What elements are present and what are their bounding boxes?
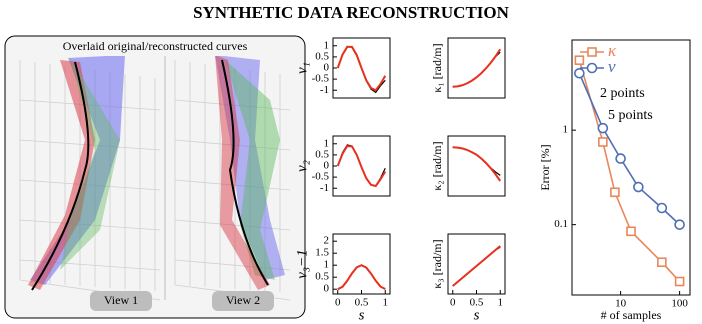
centerline-2: [221, 59, 269, 286]
marker: [615, 153, 626, 164]
y-tick-label: 1: [324, 137, 330, 149]
y-axis-label: ν₁: [294, 62, 310, 74]
marker: [674, 276, 685, 287]
x-tick-label: 0: [335, 297, 341, 309]
y-tick-label: -0.5: [312, 171, 330, 183]
x-tick-label: 0.5: [355, 297, 369, 309]
ribbon-red-2: [215, 55, 270, 290]
centerline-1: [31, 61, 90, 291]
series-line: [452, 48, 502, 88]
series-line: [452, 51, 501, 88]
marker: [674, 219, 685, 230]
marker: [626, 226, 636, 237]
y-axis-label: ν₂: [294, 160, 310, 172]
x-tick-label: 1: [498, 297, 504, 309]
y-axis-label: κ₃ [rad/m]: [430, 239, 444, 288]
series-line: [337, 264, 386, 290]
y-tick-label: 0: [324, 160, 330, 172]
render-panel: Overlaid original/reconstructed curves V…: [4, 35, 306, 319]
y-tick-label: 0.5: [315, 271, 329, 283]
x-tick-label: 0: [450, 297, 456, 309]
marker: [574, 67, 585, 79]
y-tick-label: 1: [563, 124, 569, 136]
legend-marker: [586, 62, 598, 74]
view-badge: [212, 291, 274, 311]
marker: [574, 55, 585, 66]
view-badge: [90, 291, 152, 311]
plot-frame: [571, 39, 691, 296]
view-label: View 2: [226, 293, 260, 307]
y-tick-label: 0: [324, 283, 330, 295]
legend-marker: [587, 47, 597, 57]
y-axis-label: Error [%]: [538, 144, 552, 190]
y-tick-label: -0.5: [312, 73, 330, 85]
series-line: [336, 45, 387, 92]
plot-frame: [447, 233, 506, 295]
x-tick-label: 10: [615, 298, 627, 310]
ribbon-green: [60, 58, 120, 270]
plot-frame: [447, 37, 506, 99]
render-caption: Overlaid original/reconstructed curves: [63, 39, 248, 53]
y-tick-label: 0.5: [315, 148, 329, 160]
ribbon-blue: [30, 55, 125, 285]
annotation: 5 points: [608, 108, 653, 123]
series-line: [452, 146, 502, 182]
marker: [656, 202, 668, 214]
figure-title: SYNTHETIC DATA RECONSTRUCTION: [193, 3, 510, 22]
series-line: [452, 245, 501, 287]
y-tick-label: -1: [320, 182, 329, 194]
y-tick-label: 1.5: [315, 247, 329, 259]
legend-label: κ: [608, 41, 617, 60]
ribbon-red: [28, 60, 95, 290]
y-tick-label: 1: [324, 39, 330, 51]
annotation: 2 points: [600, 86, 645, 101]
y-axis-label: ν₃−1: [294, 249, 310, 279]
y-tick-label: 2: [324, 235, 330, 247]
y-tick-label: -1: [320, 84, 329, 96]
y-axis-label: κ₂ [rad/m]: [430, 141, 444, 190]
series-line: [337, 264, 386, 291]
caption-bg: [12, 38, 298, 56]
marker: [597, 122, 609, 134]
x-axis-label: s: [359, 307, 365, 323]
ribbon-green-2: [225, 60, 280, 280]
y-tick-label: 0.5: [315, 50, 329, 62]
x-tick-label: 0.5: [470, 297, 484, 309]
y-tick-label: 0: [324, 62, 330, 74]
y-tick-label: 1: [324, 259, 330, 271]
marker: [633, 181, 644, 193]
plot-frame: [332, 233, 391, 295]
x-tick-label: 1: [383, 297, 389, 309]
view-label: View 1: [104, 293, 138, 307]
y-axis-label: κ₁ [rad/m]: [430, 43, 444, 92]
y-tick-label: 0.1: [554, 218, 568, 230]
marker: [657, 257, 667, 268]
plot-frame: [447, 135, 506, 197]
series-line: [336, 144, 387, 188]
x-axis-label: s: [474, 307, 480, 323]
legend-label: ν: [608, 57, 616, 76]
marker: [598, 137, 608, 147]
x-tick-label: 100: [671, 298, 688, 310]
x-axis-label: # of samples: [601, 308, 662, 322]
marker: [610, 187, 620, 198]
